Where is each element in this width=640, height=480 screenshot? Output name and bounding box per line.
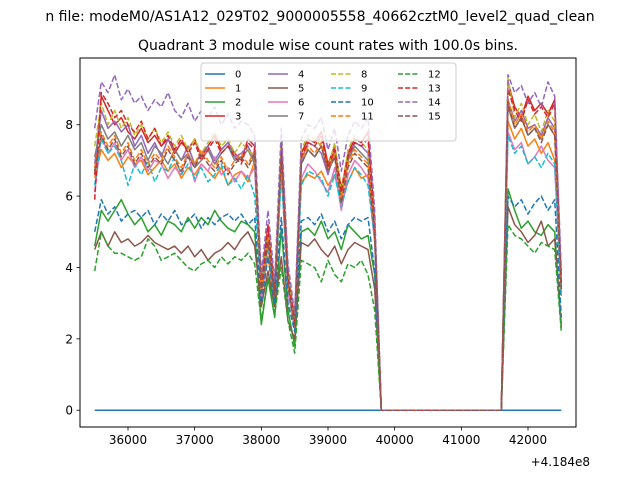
legend-label: 0 — [235, 70, 241, 81]
y-tick-label: 0 — [65, 404, 73, 418]
legend-label: 7 — [298, 112, 304, 123]
series-layer — [93, 74, 563, 411]
series-line-13 — [93, 88, 563, 411]
legend-label: 14 — [428, 98, 441, 109]
x-tick-label: 41000 — [442, 433, 480, 447]
legend-label: 6 — [298, 98, 304, 109]
legend-label: 13 — [428, 84, 441, 95]
legend-item-7: 7 — [268, 112, 304, 123]
y-axis: 0 2 4 6 8 — [65, 118, 80, 418]
legend-item-10: 10 — [331, 98, 374, 109]
x-tick-label: 40000 — [376, 433, 414, 447]
legend-item-12: 12 — [398, 70, 441, 81]
suptitle: n file: modeM0/AS1A12_029T02_9000005558_… — [45, 9, 594, 25]
legend-label: 2 — [235, 98, 241, 109]
legend-item-9: 9 — [331, 84, 367, 95]
series-line-15 — [93, 102, 563, 411]
legend-item-8: 8 — [331, 70, 367, 81]
x-tick-label: 38000 — [242, 433, 280, 447]
legend-label: 5 — [298, 84, 304, 95]
legend-item-0: 0 — [205, 70, 241, 81]
legend-item-14: 14 — [398, 98, 441, 109]
y-tick-label: 4 — [65, 261, 73, 275]
legend-item-5: 5 — [268, 84, 304, 95]
x-offset-text: +4.184e8 — [531, 455, 590, 469]
legend-label: 4 — [298, 70, 304, 81]
legend-label: 8 — [361, 70, 367, 81]
legend-label: 3 — [235, 112, 241, 123]
legend-item-4: 4 — [268, 70, 304, 81]
legend-label: 11 — [361, 112, 374, 123]
legend-box — [200, 62, 457, 142]
legend-label: 9 — [361, 84, 367, 95]
legend-label: 1 — [235, 84, 241, 95]
legend-item-2: 2 — [205, 98, 241, 109]
legend-item-15: 15 — [398, 112, 441, 123]
x-tick-label: 42000 — [509, 433, 547, 447]
legend-item-1: 1 — [205, 84, 241, 95]
legend-label: 10 — [361, 98, 374, 109]
x-tick-label: 39000 — [309, 433, 347, 447]
x-tick-label: 36000 — [109, 433, 147, 447]
legend-item-6: 6 — [268, 98, 304, 109]
x-tick-label: 37000 — [176, 433, 214, 447]
legend-label: 12 — [428, 70, 441, 81]
y-tick-label: 2 — [65, 332, 73, 346]
chart-title: Quadrant 3 module wise count rates with … — [138, 38, 518, 54]
legend-item-13: 13 — [398, 84, 441, 95]
legend-label: 15 — [428, 112, 441, 123]
legend-item-3: 3 — [205, 112, 241, 123]
series-line-14 — [93, 74, 563, 411]
x-axis: 36000 37000 38000 39000 40000 41000 42000 — [109, 427, 547, 447]
y-tick-label: 8 — [65, 118, 73, 132]
y-tick-label: 6 — [65, 190, 73, 204]
legend-item-11: 11 — [331, 112, 374, 123]
